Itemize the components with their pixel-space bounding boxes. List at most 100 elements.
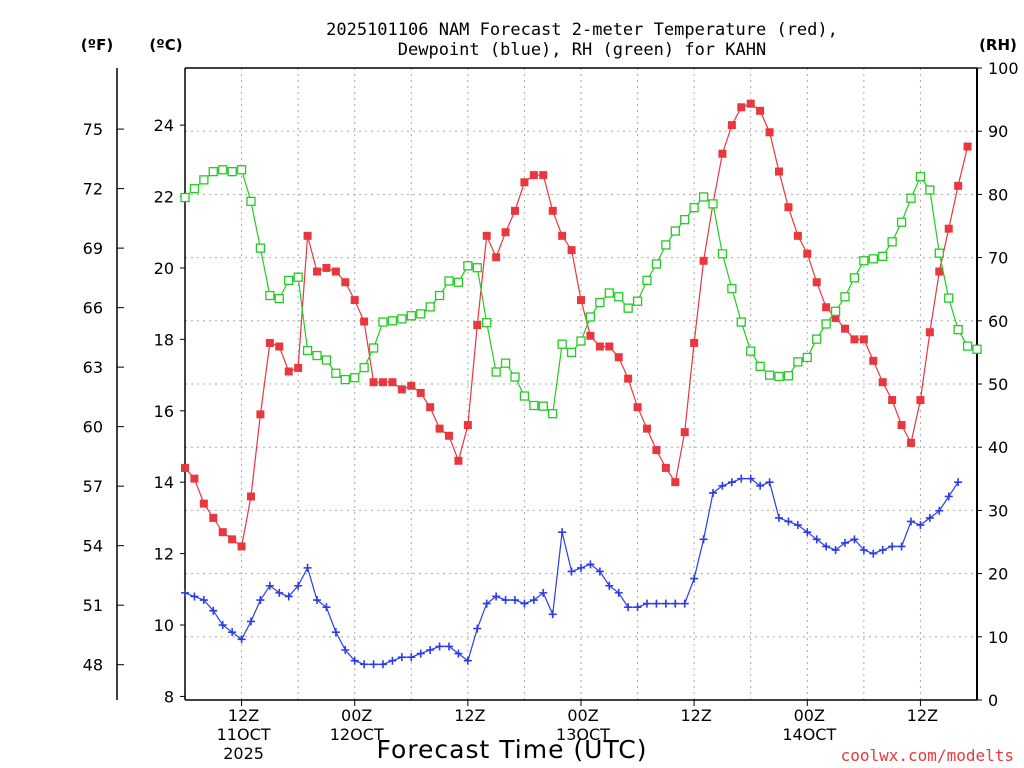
temperature-point: [784, 203, 793, 212]
temperature-point: [397, 385, 406, 394]
source-credit: coolwx.com/modelts: [841, 746, 1014, 765]
temperature-point: [303, 231, 312, 240]
temperature-point: [925, 328, 934, 337]
dewpoint-point: [935, 506, 944, 515]
celsius-tick-label: 22: [154, 188, 174, 207]
temperature-point: [907, 438, 915, 447]
dewpoint-point: [661, 599, 670, 608]
rh-tick-label: 70: [988, 249, 1008, 268]
temperature-point: [614, 353, 623, 362]
dewpoint-point: [426, 646, 435, 655]
temperature-point: [727, 121, 736, 130]
rh-tick-label: 80: [988, 185, 1008, 204]
temperature-point: [954, 181, 963, 190]
temperature-point: [284, 367, 293, 376]
temperature-point: [935, 267, 944, 276]
temperature-point: [822, 303, 831, 312]
rh-point: [378, 317, 388, 327]
temperature-point: [416, 388, 425, 397]
x-tick-label: 13OCT: [556, 725, 610, 744]
temperature-point: [652, 446, 661, 455]
dewpoint-point: [492, 592, 501, 601]
rh-point: [566, 347, 577, 358]
temperature-point: [577, 296, 585, 305]
celsius-tick-label: 18: [154, 330, 174, 349]
temperature-point: [897, 421, 906, 430]
dewpoint-point: [671, 599, 680, 608]
rh-point: [227, 166, 237, 177]
x-tick-label: 00Z: [341, 706, 372, 725]
x-tick-label: 12Z: [454, 706, 485, 725]
temperature-point: [435, 424, 444, 433]
temperature-point: [595, 342, 604, 351]
dewpoint-point: [756, 481, 765, 490]
rh-point: [189, 184, 200, 194]
x-tick-label: 00Z: [794, 706, 825, 725]
dewpoint-point: [822, 542, 831, 551]
dewpoint-point: [435, 642, 444, 651]
rh-point: [218, 165, 228, 175]
chart-title-line1: 2025101106 NAM Forecast 2-meter Temperat…: [326, 20, 838, 40]
rh-point: [972, 344, 982, 354]
dewpoint-point: [727, 478, 736, 487]
temperature-point: [671, 478, 680, 487]
dewpoint-point: [699, 535, 708, 544]
temperature-point: [624, 374, 633, 383]
dewpoint-point: [247, 617, 255, 626]
x-tick-label: 11OCT: [217, 725, 271, 744]
x-tick-label: 2025: [223, 744, 264, 763]
rh-point: [246, 196, 256, 207]
dewpoint-point: [275, 588, 284, 597]
rh-tick-label: 60: [988, 312, 1008, 331]
rh-point: [934, 248, 944, 258]
dewpoint-point: [803, 528, 812, 537]
rh-point: [557, 339, 567, 349]
temperature-point: [341, 278, 350, 287]
rh-point: [284, 275, 294, 286]
rh-point: [255, 243, 266, 253]
rh-point: [236, 165, 247, 175]
temperature-point: [605, 342, 614, 351]
dewpoint-point: [643, 599, 651, 608]
chart-title-line2: Dewpoint (blue), RH (green) for KAHN: [398, 40, 766, 60]
dewpoint-point: [784, 517, 793, 526]
fahrenheit-tick-label: 75: [83, 120, 103, 139]
fahrenheit-tick-label: 66: [83, 299, 103, 318]
fahrenheit-tick-label: 63: [83, 358, 103, 377]
celsius-unit-label: (ºC): [149, 36, 182, 54]
rh-point: [529, 400, 539, 411]
dewpoint-point: [614, 588, 623, 597]
rh-point: [698, 192, 709, 202]
rh-point: [859, 256, 869, 266]
temperature-point: [633, 403, 642, 412]
fahrenheit-unit-label: (ºF): [81, 36, 113, 54]
temperature-point: [275, 342, 284, 351]
dewpoint-series: [181, 474, 963, 669]
dewpoint-point: [209, 606, 218, 615]
rh-point: [576, 336, 586, 346]
rh-point: [491, 367, 501, 377]
dewpoint-point: [869, 549, 878, 558]
rh-point: [632, 296, 643, 306]
temperature-point: [841, 324, 849, 333]
temperature-point: [699, 256, 708, 265]
fahrenheit-tick-label: 69: [83, 239, 103, 258]
temperature-point: [680, 428, 689, 437]
rh-point: [878, 251, 888, 261]
dewpoint-point: [680, 599, 689, 608]
temperature-point: [511, 206, 519, 215]
temperature-point: [746, 99, 755, 108]
fahrenheit-tick-label: 48: [83, 656, 103, 675]
rh-point: [736, 317, 746, 327]
temperature-line: [184, 103, 969, 548]
rh-point: [434, 290, 445, 301]
temperature-point: [850, 335, 859, 344]
temperature-point: [944, 224, 953, 233]
temperature-point: [869, 356, 878, 365]
dewpoint-point: [331, 628, 340, 637]
rh-tick-label: 50: [988, 375, 1008, 394]
temperature-point: [548, 206, 557, 215]
temperature-point: [661, 463, 670, 472]
rh-point: [425, 302, 435, 312]
